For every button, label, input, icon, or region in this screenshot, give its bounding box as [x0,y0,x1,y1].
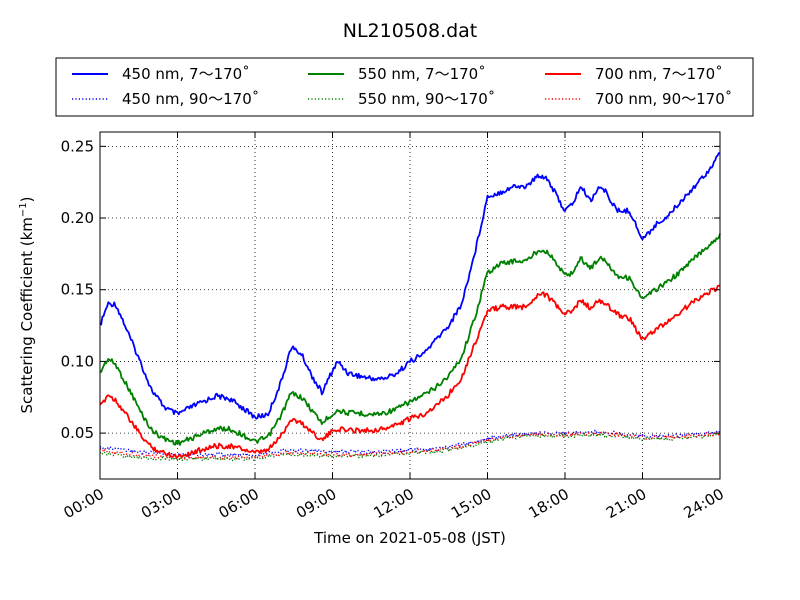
y-axis-label-superscript: −1 [18,202,29,217]
y-tick-label: 0.15 [61,281,94,299]
y-axis-label-main: Scattering Coefficient (km [18,217,36,413]
chart-title: NL210508.dat [343,20,478,42]
x-axis-label: Time on 2021-05-08 (JST) [313,529,506,547]
x-tick-label: 03:00 [138,485,184,522]
series-line [99,284,721,459]
legend-label: 450 nm, 90～170˚ [122,90,259,108]
y-tick-label: 0.25 [61,137,94,155]
legend-label: 550 nm, 7～170˚ [358,65,486,83]
x-tick-label: 18:00 [526,485,572,522]
series-line [99,233,721,446]
y-axis-label: Scattering Coefficient (km−1) [18,196,36,413]
x-tick-label: 21:00 [603,485,649,522]
legend-label: 550 nm, 90～170˚ [358,90,495,108]
series-layer [99,152,721,462]
plot-area: 00:00 03:00 06:00 09:00 12:00 15:00 18:00 21:00… [61,131,727,522]
series-line [99,152,721,420]
x-tick-label: 24:00 [681,485,727,522]
x-tick-label: 06:00 [216,485,262,522]
x-tick-label: 09:00 [293,485,339,522]
x-tick-label: 12:00 [371,485,417,522]
legend-box [55,57,754,117]
y-tick-label: 0.05 [61,424,94,442]
legend-label: 700 nm, 90～170˚ [595,90,732,108]
y-tick-label: 0.20 [61,209,94,227]
legend-label: 700 nm, 7～170˚ [595,65,723,83]
legend: 450 nm, 7～170˚ 550 nm, 7～170˚ 700 nm, 7～17… [55,57,754,117]
legend-label: 450 nm, 7～170˚ [122,65,250,83]
x-tick-label: 15:00 [448,485,494,522]
x-tick-label: 00:00 [61,485,107,522]
y-tick-label: 0.10 [61,352,94,370]
y-axis-label-close: ) [18,196,36,202]
series-line [99,431,721,460]
